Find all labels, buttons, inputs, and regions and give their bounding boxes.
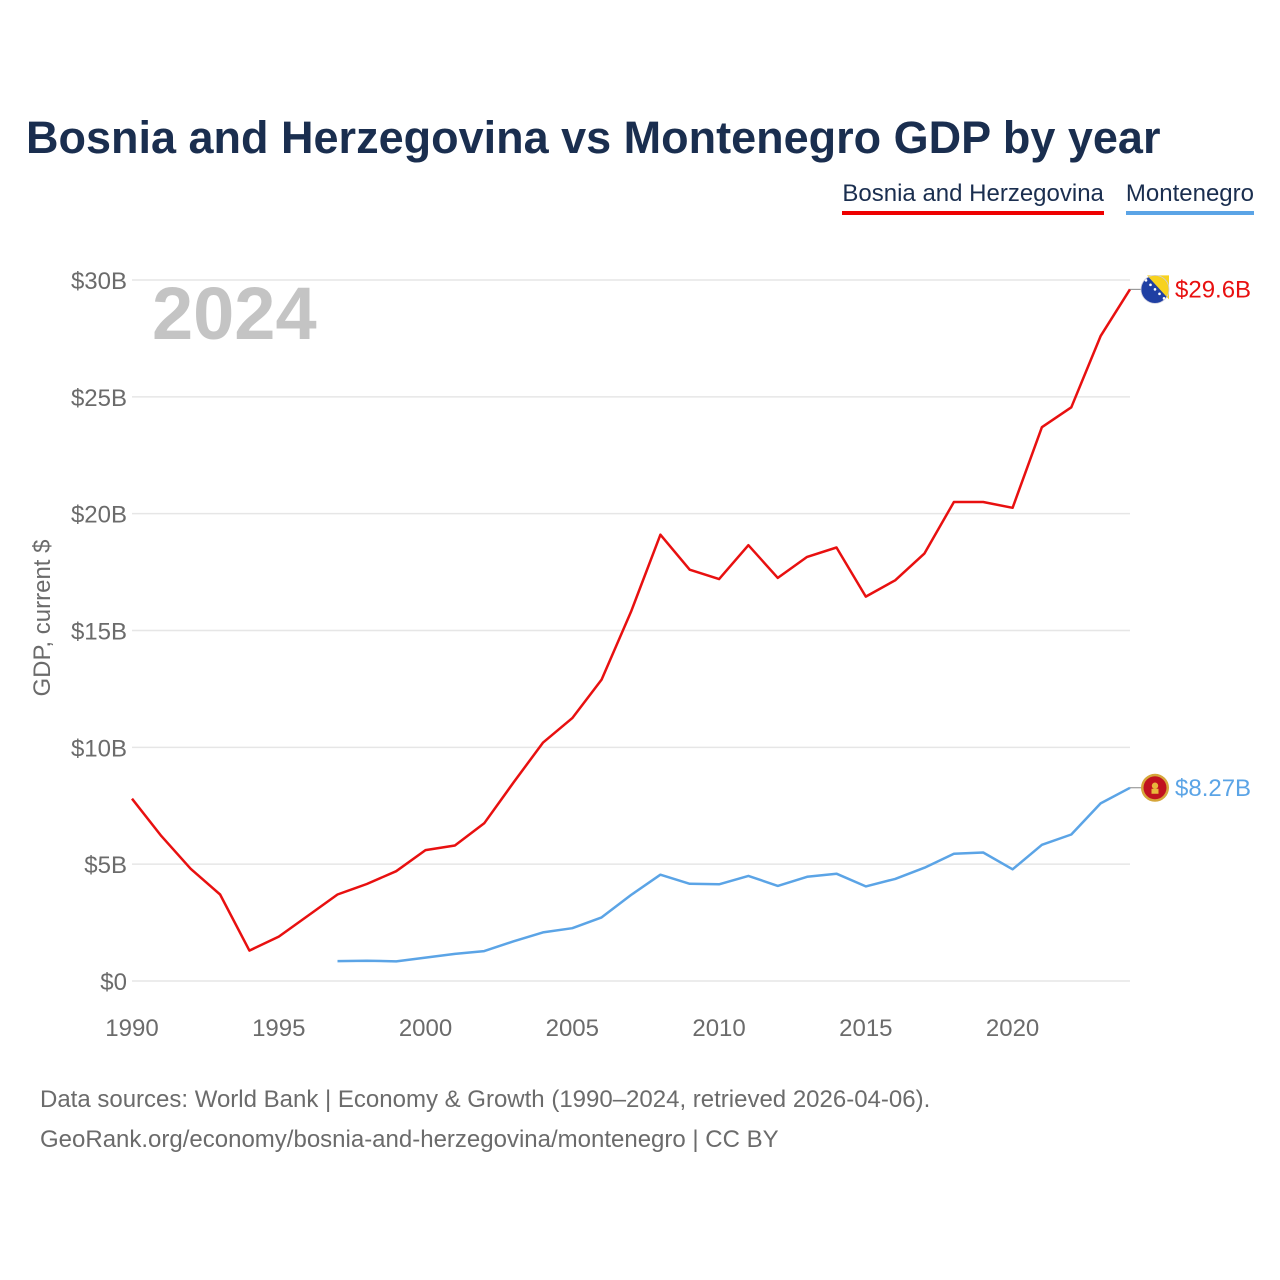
footer: Data sources: World Bank | Economy & Gro… [40,1080,930,1160]
x-tick-label: 2005 [546,1015,599,1042]
y-tick-label: $15B [71,619,127,646]
montenegro-flag-icon [1141,773,1169,802]
end-value-label: $29.6B [1175,276,1251,303]
x-tick-label: 1990 [105,1015,158,1042]
bosnia-flag-icon [1140,274,1170,304]
source-link[interactable]: GeoRank.org/economy/bosnia-and-herzegovi… [40,1126,779,1153]
x-tick-label: 2000 [399,1015,452,1042]
legend-item-montenegro[interactable]: Montenegro [1125,180,1254,215]
series-line-montenegro [337,786,1131,963]
legend: Bosnia and Herzegovina Montenegro [842,180,1254,215]
y-tick-label: $20B [71,502,127,529]
gridlines [132,279,1130,982]
series-lines [131,288,1132,963]
x-tick-label: 2015 [839,1015,892,1042]
y-tick-label: $0 [100,969,127,996]
source-note: Data sources: World Bank | Economy & Gro… [40,1086,931,1113]
end-value-label: $8.27B [1175,775,1251,802]
y-tick-label: $30B [71,268,127,295]
series-end-markers: $29.6B $8.27B [1130,274,1251,802]
legend-item-bosnia[interactable]: Bosnia and Herzegovina [842,180,1104,215]
x-tick-label: 2010 [692,1015,745,1042]
x-axis-ticks: 1990 1995 2000 2005 2010 2015 2020 [105,1015,1039,1042]
y-axis-label: GDP, current $ [29,540,56,697]
series-line-bosnia [131,288,1132,952]
y-tick-label: $25B [71,385,127,412]
y-axis-ticks: $0 $5B $10B $15B $20B $25B $30B [71,268,127,996]
year-label: 2024 [152,272,317,355]
x-tick-label: 2020 [986,1015,1039,1042]
chart-title: Bosnia and Herzegovina vs Montenegro GDP… [26,112,1161,163]
y-tick-label: $10B [71,735,127,762]
y-tick-label: $5B [84,852,127,879]
x-tick-label: 1995 [252,1015,305,1042]
